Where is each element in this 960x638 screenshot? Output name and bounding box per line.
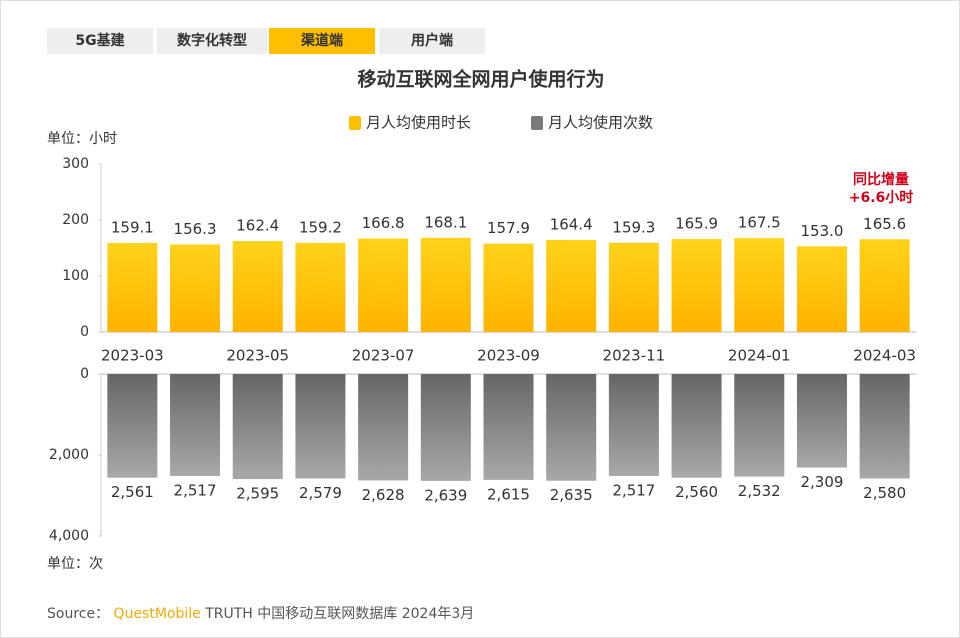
source-label: Source： — [47, 606, 110, 622]
legend-swatch — [531, 116, 543, 130]
legend-label: 月人均使用时长 — [366, 114, 471, 132]
value-label: 164.4 — [550, 215, 593, 233]
value-label: 168.1 — [424, 213, 467, 231]
value-label: 2,595 — [236, 485, 279, 503]
bar — [734, 238, 785, 332]
x-tick-label: 2024-01 — [728, 347, 791, 365]
bar — [358, 238, 409, 332]
x-tick-label: 2024-03 — [853, 347, 916, 365]
legend-label: 月人均使用次数 — [548, 114, 653, 132]
tab[interactable]: 渠道端 — [269, 28, 375, 54]
y-axis-label: 单位：小时 — [47, 131, 117, 147]
y-tick-label: 100 — [62, 268, 89, 284]
x-tick-label: 2023-05 — [226, 347, 289, 365]
bar — [232, 241, 283, 332]
value-label: 2,580 — [863, 484, 906, 502]
y-tick-label: 4,000 — [49, 528, 89, 544]
value-label: 2,560 — [675, 483, 718, 501]
value-label: 2,561 — [111, 483, 154, 501]
bar — [671, 239, 722, 332]
x-tick-label: 2023-03 — [101, 347, 164, 365]
bar — [483, 374, 534, 480]
bar — [358, 374, 409, 481]
bar — [671, 374, 722, 478]
value-label: 2,309 — [800, 473, 843, 491]
value-label: 156.3 — [174, 220, 217, 238]
annotation: 同比增量 — [853, 171, 909, 188]
value-label: 159.3 — [612, 218, 655, 236]
y-tick-label: 200 — [62, 212, 89, 228]
bar — [170, 244, 221, 332]
value-label: 166.8 — [362, 214, 405, 232]
bar — [420, 374, 471, 481]
tab[interactable]: 用户端 — [379, 28, 485, 54]
bar — [295, 242, 346, 332]
x-tick-label: 2023-09 — [477, 347, 540, 365]
bar — [546, 374, 597, 481]
value-label: 2,517 — [174, 481, 217, 499]
bar — [608, 242, 659, 332]
y-tick-label: 2,000 — [49, 447, 89, 463]
y-tick-label: 0 — [80, 324, 89, 340]
bar — [295, 374, 346, 479]
value-label: 162.4 — [236, 217, 279, 235]
bar — [859, 374, 910, 479]
bar — [546, 239, 597, 332]
y-tick-label: 300 — [62, 156, 89, 172]
value-label: 2,532 — [738, 482, 781, 500]
bar — [170, 374, 221, 476]
footer: Source： QuestMobile TRUTH 中国移动互联网数据库 202… — [47, 603, 474, 623]
value-label: 159.2 — [299, 218, 342, 236]
value-label: 165.6 — [863, 215, 906, 233]
legend-swatch — [349, 116, 361, 130]
value-label: 153.0 — [800, 222, 843, 240]
chart-title: 移动互联网全网用户使用行为 — [357, 68, 604, 91]
bar — [796, 246, 847, 332]
bar — [796, 374, 847, 468]
value-label: 2,579 — [299, 484, 342, 502]
annotation: +6.6小时 — [849, 189, 914, 206]
bar — [734, 374, 785, 477]
value-label: 165.9 — [675, 215, 718, 233]
bar — [420, 237, 471, 332]
tab[interactable]: 5G基建 — [47, 28, 153, 54]
value-label: 2,615 — [487, 485, 530, 503]
chart: 移动互联网全网用户使用行为 单位：小时 0 100 200 300 月人均使用时长 159.… — [47, 68, 916, 572]
tab[interactable]: 数字化转型 — [157, 28, 267, 54]
value-label: 159.1 — [111, 218, 154, 236]
bar — [232, 374, 283, 480]
value-label: 2,517 — [612, 481, 655, 499]
x-tick-label: 2023-07 — [352, 347, 415, 365]
y-axis-label: 单位：次 — [47, 556, 103, 572]
bar — [107, 242, 158, 332]
bar — [608, 374, 659, 476]
value-label: 157.9 — [487, 219, 530, 237]
value-label: 2,635 — [550, 486, 593, 504]
value-label: 2,628 — [362, 486, 405, 504]
brand: QuestMobile — [113, 606, 201, 622]
x-tick-label: 2023-11 — [603, 347, 666, 365]
bar — [107, 374, 158, 478]
bar — [483, 243, 534, 332]
value-label: 2,639 — [424, 486, 467, 504]
bar — [859, 239, 910, 332]
y-tick-label: 0 — [80, 366, 89, 382]
source-text: TRUTH 中国移动互联网数据库 2024年3月 — [205, 606, 475, 622]
value-label: 167.5 — [738, 214, 781, 232]
